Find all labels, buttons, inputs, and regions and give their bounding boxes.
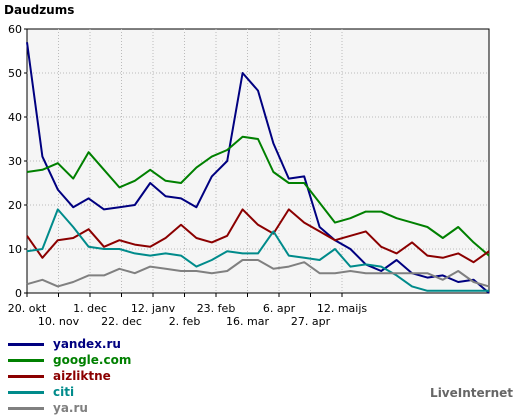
legend: yandex.ru google.com aizliktne citi ya.ru (8, 336, 131, 416)
x-tick-label: 22. dec (101, 315, 142, 328)
x-tick-label: 16. mar (226, 315, 269, 328)
legend-item: ya.ru (8, 400, 131, 416)
legend-swatch (8, 406, 44, 410)
legend-swatch (8, 342, 44, 346)
x-tick-label: 6. apr (263, 302, 296, 315)
x-tick-label: 27. apr (291, 315, 331, 328)
x-tick-label: 12. maijs (317, 302, 368, 315)
legend-swatch (8, 390, 44, 394)
line-chart: 0 10 20 30 40 50 60 20. okt 1. dec 12. janv 23. fe… (8, 23, 490, 328)
series-lines (26, 42, 490, 294)
x-tick-label: 20. okt (8, 302, 47, 315)
legend-label: ya.ru (53, 401, 88, 415)
y-tick-label: 0 (15, 287, 22, 300)
y-tick-label: 50 (8, 67, 22, 80)
legend-item: aizliktne (8, 368, 131, 384)
x-tick-label: 1. dec (73, 302, 107, 315)
legend-item: google.com (8, 352, 131, 368)
y-tick-label: 60 (8, 23, 22, 36)
x-tick-label: 10. nov (38, 315, 80, 328)
legend-label: citi (53, 385, 75, 399)
series-line-ya-ru (26, 259, 490, 288)
chart-title: Daudzums (4, 3, 75, 17)
legend-label: aizliktne (53, 369, 111, 383)
legend-swatch (8, 358, 44, 362)
series-line-aizliktne (26, 208, 490, 264)
legend-item: citi (8, 384, 131, 400)
x-tick-label: 23. feb (197, 302, 236, 315)
legend-label: google.com (53, 353, 132, 367)
legend-swatch (8, 374, 44, 378)
series-line-citi (26, 208, 489, 292)
legend-item: yandex.ru (8, 336, 131, 352)
axes: 0 10 20 30 40 50 60 20. okt 1. dec 12. janv 23. fe… (8, 23, 368, 328)
legend-label: yandex.ru (53, 337, 121, 351)
y-tick-label: 40 (8, 111, 22, 124)
series-line-google-com (26, 135, 490, 257)
y-tick-label: 10 (8, 243, 22, 256)
y-tick-label: 20 (8, 199, 22, 212)
x-tick-label: 12. janv (131, 302, 176, 315)
watermark: LiveInternet (430, 386, 513, 400)
x-tick-label: 2. feb (169, 315, 201, 328)
y-tick-label: 30 (8, 155, 22, 168)
